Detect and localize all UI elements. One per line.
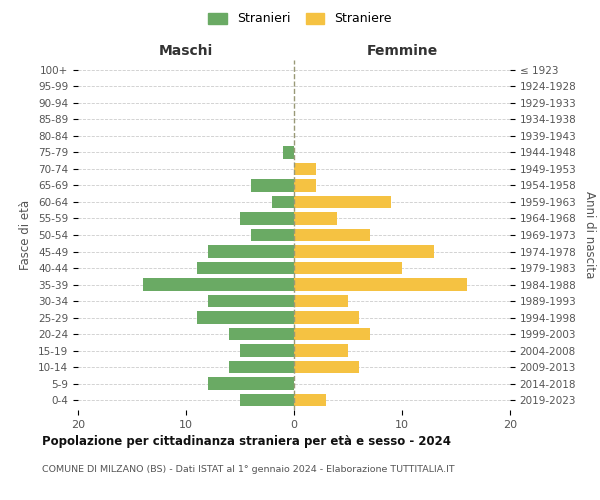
Bar (294, 246, 434, 258)
Bar (251, 180, 294, 192)
Y-axis label: Fasce di età: Fasce di età (19, 200, 32, 270)
Bar (197, 262, 294, 274)
Bar (208, 378, 294, 390)
Text: Popolazione per cittadinanza straniera per età e sesso - 2024: Popolazione per cittadinanza straniera p… (42, 435, 451, 448)
Bar (240, 394, 294, 406)
Bar (251, 229, 294, 241)
Bar (229, 328, 294, 340)
Text: Maschi: Maschi (159, 44, 213, 58)
Bar (283, 146, 294, 158)
Bar (294, 328, 370, 340)
Bar (240, 212, 294, 224)
Y-axis label: Anni di nascita: Anni di nascita (583, 192, 596, 278)
Bar (294, 295, 348, 307)
Bar (294, 361, 359, 374)
Bar (294, 312, 359, 324)
Bar (294, 394, 326, 406)
Bar (294, 212, 337, 224)
Bar (143, 278, 294, 290)
Bar (294, 262, 402, 274)
Text: COMUNE DI MILZANO (BS) - Dati ISTAT al 1° gennaio 2024 - Elaborazione TUTTITALIA: COMUNE DI MILZANO (BS) - Dati ISTAT al 1… (42, 465, 455, 474)
Bar (240, 344, 294, 357)
Bar (294, 229, 370, 241)
Bar (294, 180, 316, 192)
Bar (294, 278, 467, 290)
Bar (197, 312, 294, 324)
Bar (229, 361, 294, 374)
Text: Femmine: Femmine (367, 44, 437, 58)
Bar (208, 295, 294, 307)
Legend: Stranieri, Straniere: Stranieri, Straniere (205, 8, 395, 29)
Bar (294, 344, 348, 357)
Bar (272, 196, 294, 208)
Bar (294, 163, 316, 175)
Bar (294, 196, 391, 208)
Bar (208, 246, 294, 258)
